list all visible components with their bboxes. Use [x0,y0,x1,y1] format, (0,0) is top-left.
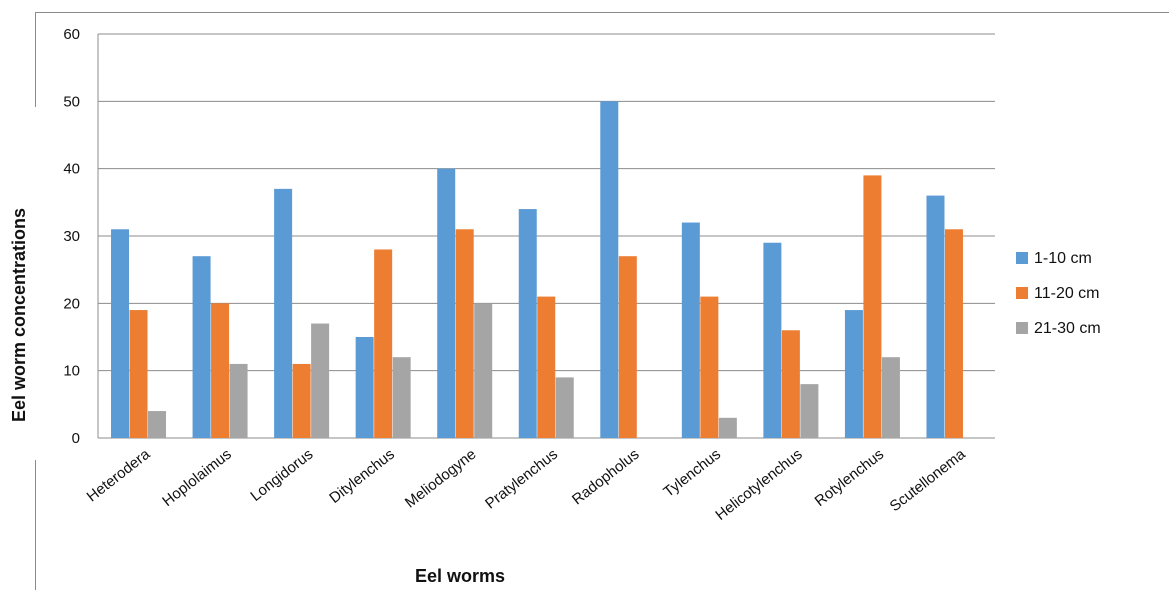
x-category-label: Ditylenchus [326,446,398,507]
x-category-label: Scutellonema [887,445,970,515]
legend-entry: 1-10 cm [1034,250,1092,267]
x-category-label: Radopholus [569,446,643,509]
bars [111,101,963,438]
bar-heterodera-series-2 [129,310,148,438]
bar-pratylenchus-series-2 [537,296,556,438]
y-axis-title: Eel worm concentrations [9,208,29,422]
bar-ditylenchus-series-2 [374,249,393,438]
legend-entry: 21-30 cm [1034,320,1101,337]
bar-radopholus-series-2 [618,256,637,438]
bar-scutellonema-series-1 [926,195,945,438]
bar-radopholus-series-1 [600,101,619,438]
x-axis-title: Eel worms [415,566,505,586]
y-tick-label: 50 [63,93,80,110]
bar-meliodogyne-series-2 [455,229,474,438]
bar-longidorus-series-2 [292,363,311,438]
bar-ditylenchus-series-3 [392,357,411,438]
bar-pratylenchus-series-1 [518,209,537,438]
x-category-label: Rotylenchus [812,446,888,510]
x-category-label: Hoplolaimus [159,446,235,510]
bar-scutellonema-series-2 [944,229,963,438]
legend-swatch [1016,322,1028,334]
x-category-label: Meliodogyne [402,446,479,512]
x-category-label: Heterodera [84,445,154,505]
y-tick-label: 0 [72,430,80,447]
x-category-labels: Heterodera Hoplolaimus Longidorus Ditylench… [84,445,970,523]
bar-heterodera-series-1 [111,229,130,438]
chart-frame-left-upper [35,12,36,107]
bar-helicotylenchus-series-1 [763,242,782,438]
bar-pratylenchus-series-3 [555,377,574,438]
bar-hoplolaimus-series-3 [229,363,248,438]
bar-helicotylenchus-series-3 [800,384,819,438]
bar-tylenchus-series-1 [681,222,700,438]
chart-frame-top [35,12,1169,13]
x-category-label: Tylenchus [660,446,724,501]
bar-helicotylenchus-series-2 [781,330,800,438]
legend-swatch [1016,252,1028,264]
legend-entry: 11-20 cm [1034,285,1100,302]
chart-frame-left-lower [35,460,36,590]
x-category-label: Pratylenchus [482,446,561,513]
bar-hoplolaimus-series-1 [192,256,211,438]
bar-meliodogyne-series-1 [437,168,456,438]
y-tick-label: 20 [63,295,80,312]
y-tick-label: 60 [63,26,80,43]
bar-hoplolaimus-series-2 [211,303,230,438]
x-category-label: Helicotylenchus [712,446,805,524]
bar-heterodera-series-3 [148,411,167,438]
bar-meliodogyne-series-3 [474,303,493,438]
legend: 1-10 cm 11-20 cm 21-30 cm [1016,250,1101,337]
bar-rotylenchus-series-2 [863,175,882,438]
bar-ditylenchus-series-1 [355,337,374,438]
legend-swatch [1016,287,1028,299]
bar-tylenchus-series-3 [718,417,737,438]
y-tick-label: 10 [63,363,80,380]
bar-rotylenchus-series-3 [881,357,900,438]
bar-rotylenchus-series-1 [844,310,863,438]
y-tick-labels: 0 10 20 30 40 50 60 [63,26,80,447]
y-tick-label: 30 [63,228,80,245]
x-category-label: Longidorus [247,446,316,505]
bar-longidorus-series-3 [311,323,330,438]
bar-tylenchus-series-2 [700,296,719,438]
bar-longidorus-series-1 [274,188,293,438]
y-tick-label: 40 [63,161,80,178]
